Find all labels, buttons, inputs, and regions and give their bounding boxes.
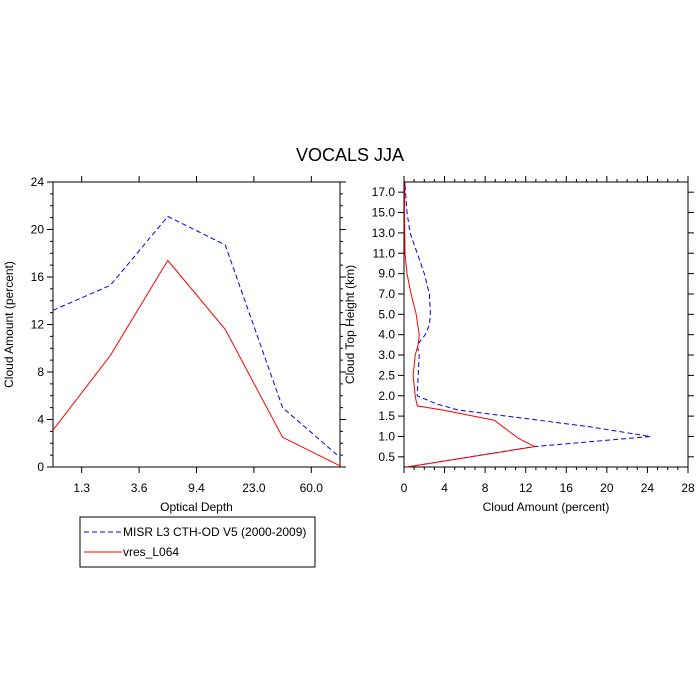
y-tick-label: 16 [31,270,45,284]
y-tick-label: 1.5 [378,409,395,423]
series-line-vres [52,259,341,467]
x-tick-label: 4 [441,481,448,495]
y-axis-label: Cloud Top Height (km) [343,265,357,384]
x-tick-label: 24 [641,481,655,495]
plot-frame [403,181,689,468]
y-axis-label: Cloud Amount (percent) [2,261,16,388]
y-tick-label: 20 [31,223,45,237]
x-tick-label: 8 [482,481,489,495]
y-tick-label: 4 [37,413,44,427]
x-tick-label: 1.3 [73,481,90,495]
y-tick-label: 8 [37,365,44,379]
x-tick-label: 3.6 [131,481,148,495]
series-line-misr [404,181,651,468]
y-tick-label: 12 [31,318,45,332]
y-tick-label: 5.0 [378,307,395,321]
y-tick-label: 0.5 [378,450,395,464]
y-tick-label: 3.0 [378,348,395,362]
y-tick-label: 2.5 [378,368,395,382]
plot-frame [52,181,341,468]
y-tick-label: 4.0 [378,328,395,342]
y-tick-label: 24 [31,175,45,189]
y-tick-label: 7.0 [378,287,395,301]
y-tick-label: 0 [37,460,44,474]
x-tick-label: 0 [401,481,408,495]
x-tick-label: 9.4 [188,481,205,495]
x-tick-label: 12 [519,481,533,495]
x-tick-label: 28 [681,481,695,495]
y-tick-label: 11.0 [373,246,396,260]
y-tick-label: 2.0 [378,389,395,403]
legend-label-vres: vres_L064 [123,545,179,559]
x-tick-label: 60.0 [300,481,324,495]
y-tick-label: 15.0 [372,206,396,220]
chart-title: VOCALS JJA [296,145,404,165]
legend-box [79,516,316,568]
x-tick-label: 20 [600,481,614,495]
x-axis-label: Optical Depth [160,500,233,514]
series-line-vres [403,181,537,468]
series-line-misr [52,215,341,458]
optical-depth-panel: 0 4 8 12 16 20 24 1.3 3.6 9.4 23.0 60.0 Optical Dept… [2,175,346,514]
y-tick-label: 9.0 [378,267,395,281]
x-tick-label: 23.0 [242,481,266,495]
x-axis-label: Cloud Amount (percent) [483,500,610,514]
y-tick-label: 1.0 [378,429,395,443]
legend: MISR L3 CTH-OD V5 (2000-2009) vres_L064 [79,516,316,568]
y-tick-label: 17.0 [372,185,396,199]
legend-label-misr: MISR L3 CTH-OD V5 (2000-2009) [123,525,306,539]
cloud-top-height-panel: 0.5 1.0 1.5 2.0 2.5 3.0 4.0 5.0 7.0 9.0 11.0 13.0 15… [343,176,695,514]
y-tick-label: 13.0 [372,226,396,240]
x-tick-label: 16 [560,481,574,495]
